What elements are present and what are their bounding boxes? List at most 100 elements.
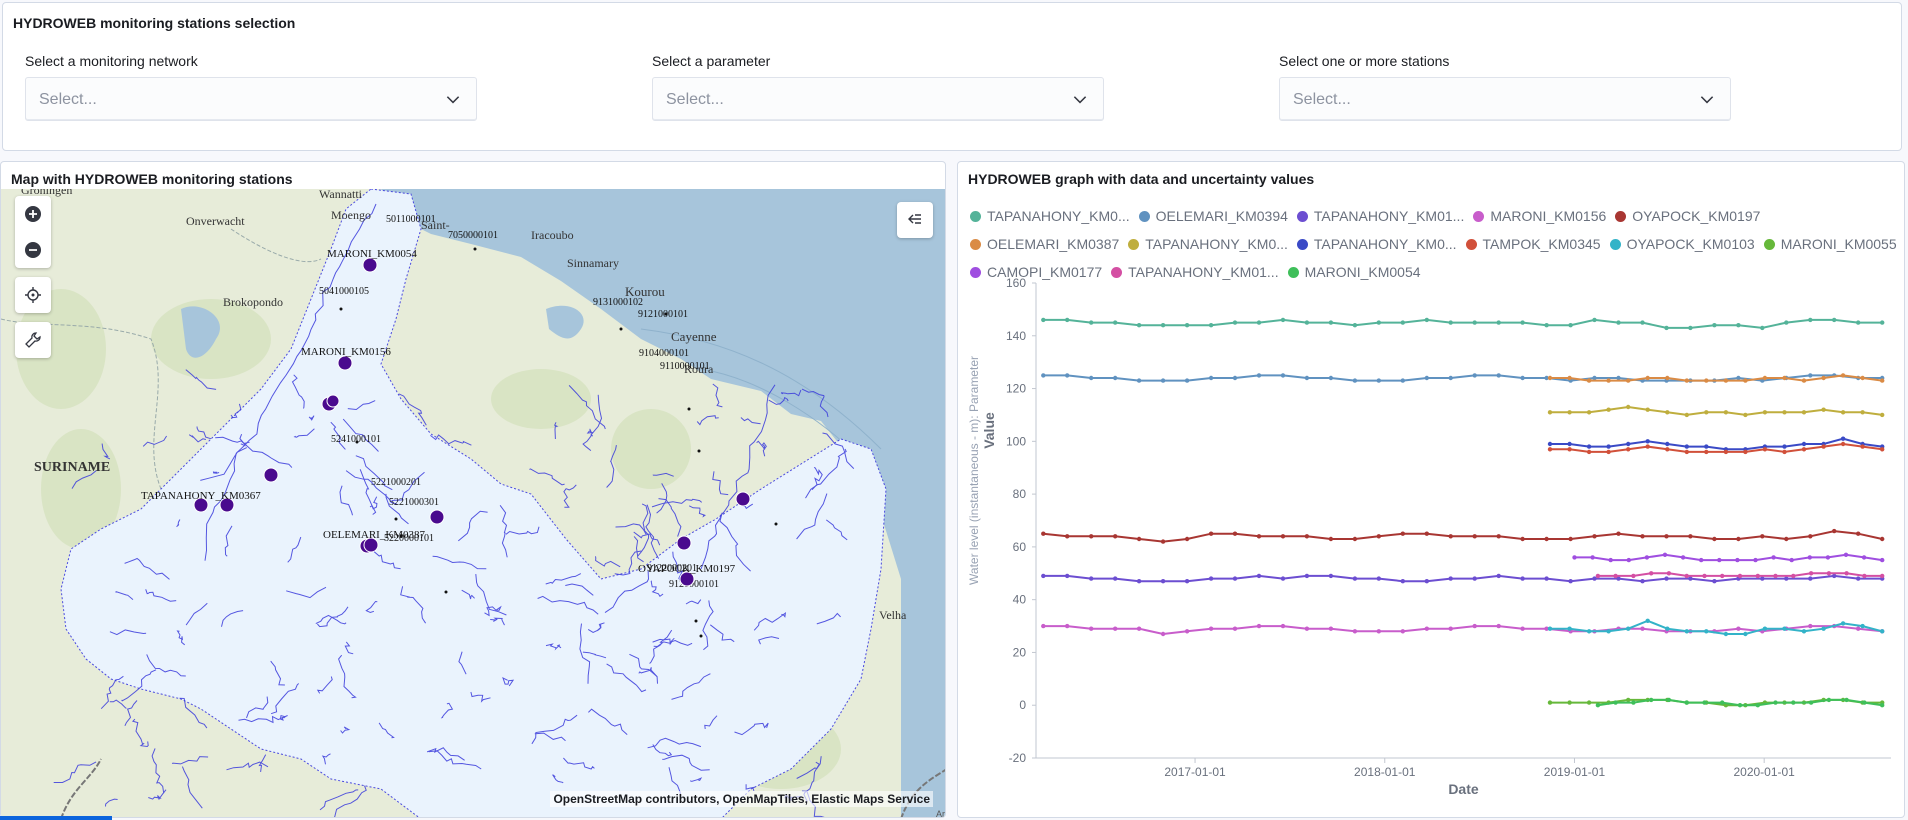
data-point	[1606, 449, 1611, 455]
legend-item[interactable]: OELEMARI_KM0394	[1138, 208, 1288, 224]
place-label: Saint-	[421, 218, 450, 232]
data-point	[1424, 317, 1429, 323]
legend-swatch	[1473, 210, 1485, 222]
data-point	[1723, 378, 1729, 383]
network-select[interactable]: Select...	[25, 77, 477, 121]
data-point	[1736, 375, 1741, 381]
data-point	[1448, 375, 1453, 381]
data-point	[1208, 375, 1214, 381]
stations-select[interactable]: Select...	[1279, 77, 1731, 121]
data-point	[1688, 325, 1693, 331]
y-tick-label: 120	[1006, 382, 1026, 396]
gauge-code-label: 9104000101	[639, 348, 689, 359]
data-point	[1424, 626, 1429, 631]
layers-collapse-button[interactable]	[897, 202, 933, 238]
data-point	[1160, 323, 1166, 328]
data-point	[1568, 579, 1573, 584]
data-point	[1567, 626, 1572, 631]
legend-item[interactable]: OYAPOCK_KM0103	[1609, 236, 1755, 252]
legend-item[interactable]: TAPANAHONY_KM0...	[970, 208, 1130, 224]
map-canvas[interactable]: Groningen Wannatti Onverwacht Moengo Bro…	[1, 189, 946, 818]
data-point	[1256, 373, 1262, 378]
line-chart[interactable]: -20 0 20 40 60 80 100 120 140 160 2017-01-01 2018-0…	[958, 278, 1905, 818]
data-point	[1113, 534, 1118, 539]
data-point	[1832, 528, 1837, 534]
legend-swatch	[1615, 210, 1627, 222]
tools-button[interactable]	[15, 322, 51, 358]
zoom-out-button[interactable]	[15, 232, 51, 268]
data-point	[1352, 629, 1358, 634]
data-point	[1782, 410, 1787, 415]
legend-swatch	[1609, 238, 1621, 250]
place-label: Velha	[879, 608, 907, 622]
data-point	[1208, 576, 1214, 581]
legend-item[interactable]: TAPANAHONY_KM0...	[1128, 236, 1288, 252]
data-point	[1826, 697, 1832, 703]
legend-item[interactable]: OELEMARI_KM0387	[970, 236, 1119, 252]
legend-item[interactable]: MARONI_KM0156	[1473, 208, 1606, 224]
data-point	[1520, 320, 1525, 325]
data-point	[1606, 378, 1611, 383]
locate-button[interactable]	[15, 277, 51, 313]
data-point	[1160, 378, 1166, 383]
zoom-in-button[interactable]	[15, 196, 51, 232]
data-point	[1684, 412, 1689, 418]
data-point	[1801, 447, 1807, 452]
data-point	[1880, 447, 1885, 452]
place-label: Brokopondo	[223, 295, 283, 309]
data-point	[1089, 626, 1094, 631]
data-point	[1723, 410, 1729, 415]
legend-swatch	[1287, 266, 1299, 278]
graph-panel-title: HYDROWEB graph with data and uncertainty…	[968, 171, 1315, 187]
legend-swatch	[1296, 238, 1308, 250]
legend-swatch	[970, 266, 981, 278]
legend-item[interactable]: MARONI_KM0054	[1287, 264, 1421, 280]
data-point	[1352, 536, 1358, 542]
parameter-select[interactable]: Select...	[652, 77, 1104, 121]
legend-label: OELEMARI_KM0387	[987, 236, 1120, 252]
data-point	[1860, 410, 1865, 415]
data-point	[1184, 536, 1190, 542]
data-point	[1861, 555, 1867, 560]
data-point	[1208, 531, 1214, 536]
station-marker	[326, 394, 340, 408]
data-point	[1640, 626, 1645, 631]
data-point	[1496, 573, 1501, 579]
legend-item[interactable]: TAPANAHONY_KM01...	[1296, 208, 1464, 224]
data-point	[1595, 703, 1601, 708]
data-point	[1762, 626, 1768, 631]
basemap[interactable]: Groningen Wannatti Onverwacht Moengo Bro…	[1, 189, 946, 818]
data-point	[1702, 573, 1707, 579]
data-point	[1586, 410, 1592, 415]
chevron-down-icon	[1073, 96, 1087, 104]
data-point	[1567, 375, 1572, 381]
data-point	[1041, 623, 1046, 629]
data-point	[1665, 410, 1670, 415]
data-point	[1684, 700, 1689, 705]
legend-item[interactable]: TAPANAHONY_KM01...	[1111, 264, 1279, 280]
data-point	[1801, 441, 1807, 447]
legend-item[interactable]: MARONI_KM0055	[1763, 236, 1897, 252]
data-point	[1880, 557, 1885, 563]
series-line	[1043, 374, 1883, 382]
map-attribution[interactable]: OpenStreetMap contributors, OpenMapTiles…	[550, 791, 933, 807]
place-label: SURINAME	[34, 460, 110, 475]
data-point	[1472, 373, 1477, 378]
data-point	[1520, 536, 1525, 542]
data-point	[1424, 375, 1429, 381]
data-point	[1755, 573, 1760, 579]
data-point	[1328, 375, 1334, 381]
legend-item[interactable]: OYAPOCK_KM0197	[1615, 208, 1760, 224]
legend-label: TAPANAHONY_KM01...	[1128, 264, 1279, 280]
data-point	[1304, 375, 1310, 381]
legend-item[interactable]: CAMOPI_KM0177	[970, 264, 1102, 280]
data-point	[1784, 536, 1789, 542]
data-point	[1862, 573, 1867, 579]
data-point	[1280, 317, 1286, 323]
legend-item[interactable]: TAMPOK_KM0345	[1465, 236, 1601, 252]
data-point	[1856, 531, 1861, 536]
data-point	[1832, 317, 1837, 323]
series-line	[1550, 619, 1883, 635]
legend-item[interactable]: TAPANAHONY_KM0...	[1296, 236, 1457, 252]
data-point	[1616, 531, 1621, 536]
